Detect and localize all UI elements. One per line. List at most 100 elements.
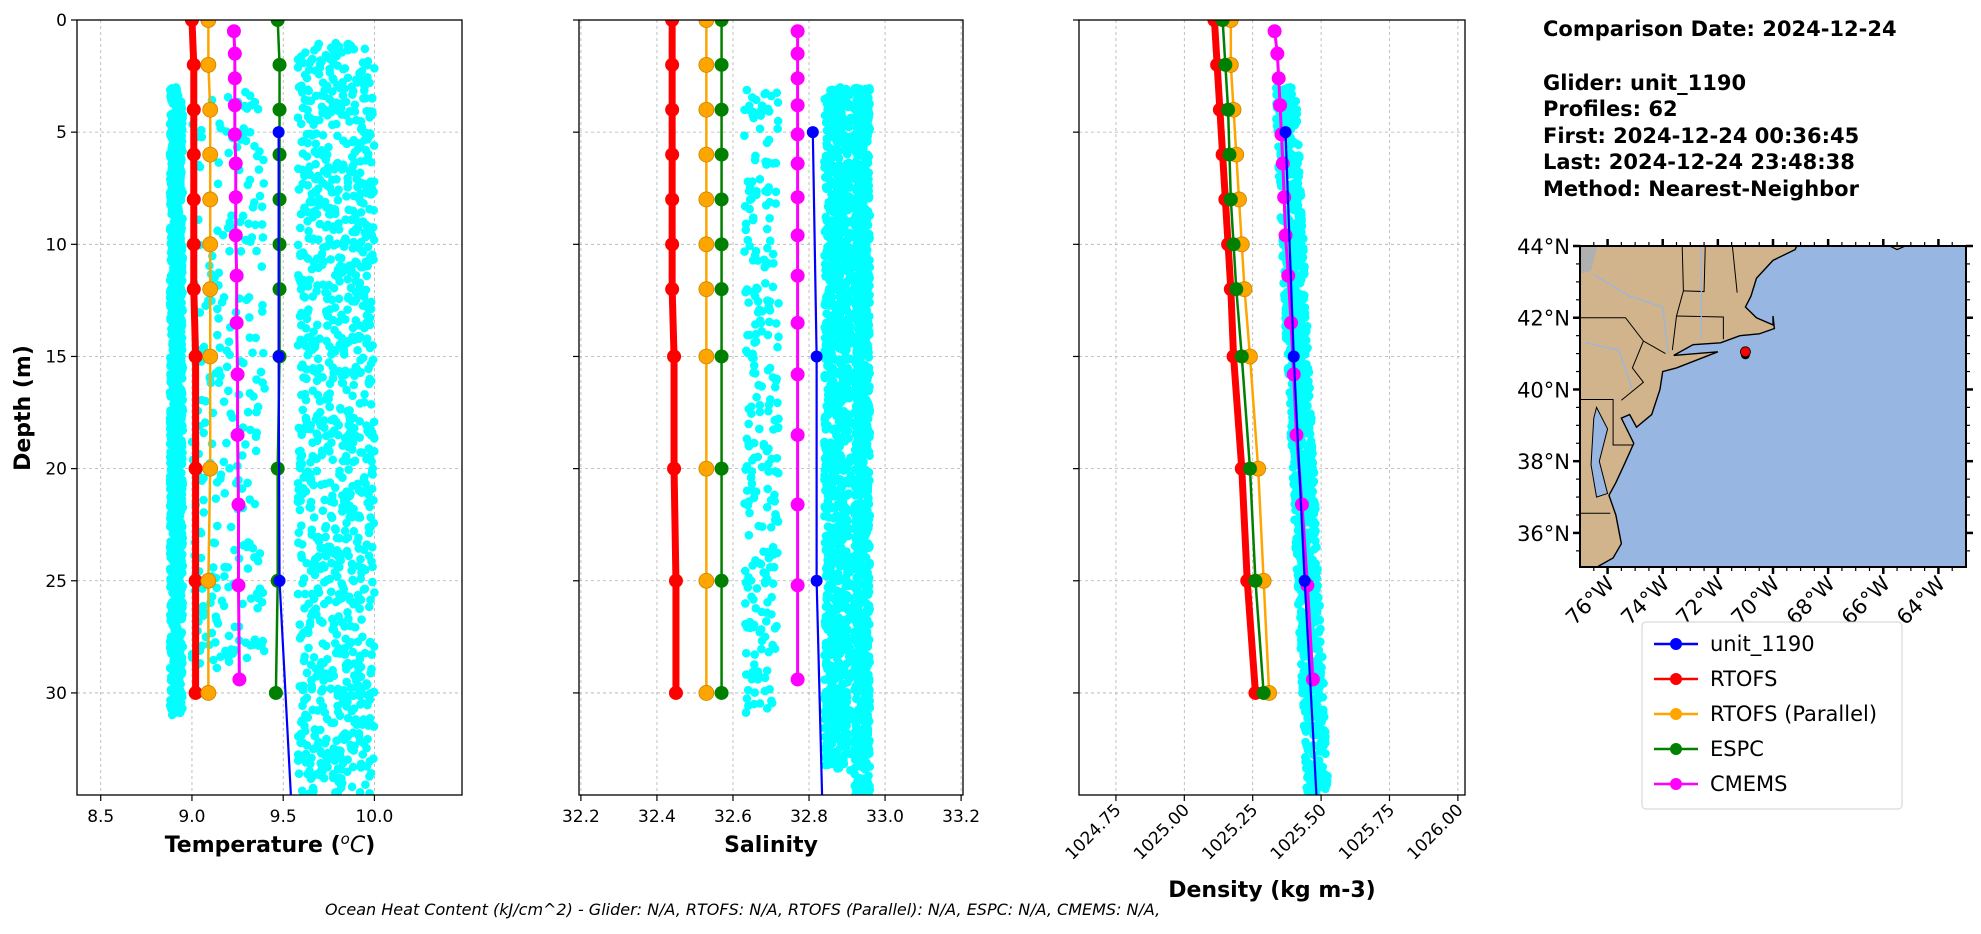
- glider-scatter-point: [304, 86, 314, 96]
- glider-scatter-point: [834, 252, 843, 262]
- glider-scatter-point: [300, 721, 309, 730]
- glider-scatter-point: [250, 553, 259, 562]
- glider-scatter-point: [306, 56, 316, 66]
- glider-scatter-point: [294, 185, 304, 194]
- glider-scatter-point: [369, 687, 378, 697]
- glider-scatter-point: [838, 345, 848, 355]
- glider-scatter-point: [821, 260, 831, 270]
- glider-scatter-point: [320, 85, 329, 95]
- glider-scatter-point: [350, 456, 360, 466]
- glider-scatter-point: [330, 204, 340, 214]
- glider-scatter-point: [215, 343, 225, 353]
- glider-scatter-point: [858, 308, 867, 318]
- glider-scatter-point: [350, 671, 360, 680]
- glider-scatter-point: [307, 189, 317, 199]
- glider-scatter-point: [361, 780, 370, 789]
- glider-scatter-point: [356, 574, 366, 584]
- glider-scatter-point: [197, 395, 206, 405]
- glider-scatter-point: [308, 292, 318, 301]
- glider-scatter-point: [855, 664, 864, 674]
- glider-scatter-point: [745, 241, 754, 251]
- glider-scatter-point: [839, 321, 849, 330]
- series-marker: [186, 237, 201, 252]
- glider-scatter-point: [839, 390, 849, 399]
- glider-scatter-point: [213, 330, 222, 340]
- glider-scatter-point: [344, 420, 354, 430]
- glider-scatter-point: [850, 297, 860, 306]
- glider-scatter-point: [362, 311, 372, 320]
- glider-scatter-point: [861, 229, 870, 239]
- glider-scatter-point: [365, 502, 374, 512]
- glider-scatter-point: [822, 511, 832, 520]
- glider-scatter-point: [167, 152, 176, 161]
- glider-scatter-point: [207, 296, 216, 306]
- glider-scatter-point: [166, 492, 176, 502]
- glider-scatter-point: [348, 391, 357, 401]
- glider-scatter-point: [313, 584, 323, 593]
- glider-scatter-point: [346, 683, 356, 693]
- glider-scatter-point: [741, 648, 751, 658]
- glider-scatter-point: [856, 754, 866, 763]
- glider-scatter-point: [832, 136, 841, 145]
- glider-scatter-point: [824, 487, 834, 496]
- glider-scatter-point: [297, 553, 307, 562]
- glider-scatter-point: [770, 467, 780, 476]
- glider-scatter-point: [307, 753, 316, 763]
- glider-scatter-point: [170, 248, 180, 258]
- glider-scatter-point: [241, 235, 250, 245]
- glider-scatter-point: [300, 603, 309, 613]
- glider-scatter-point: [861, 651, 871, 661]
- glider-scatter-point: [366, 376, 376, 386]
- glider-scatter-point: [821, 173, 831, 182]
- series-marker: [227, 46, 242, 61]
- glider-scatter-point: [296, 52, 306, 61]
- glider-scatter-point: [851, 278, 860, 288]
- glider-scatter-point: [321, 532, 330, 542]
- glider-scatter-point: [820, 420, 830, 429]
- glider-scatter-point: [329, 225, 338, 235]
- glider-scatter-point: [317, 768, 326, 778]
- glider-scatter-point: [748, 561, 757, 570]
- glider-scatter-point: [357, 488, 367, 497]
- glider-scatter-point: [346, 441, 355, 451]
- glider-scatter-point: [251, 432, 261, 442]
- glider-scatter-point: [861, 795, 870, 804]
- glider-scatter-point: [826, 558, 836, 568]
- glider-scatter-point: [166, 271, 176, 280]
- glider-scatter-point: [311, 415, 321, 424]
- glider-scatter-point: [860, 249, 870, 259]
- glider-scatter-point: [757, 607, 766, 617]
- glider-scatter-point: [828, 384, 837, 393]
- glider-scatter-point: [751, 151, 760, 161]
- glider-scatter-point: [312, 466, 322, 476]
- glider-scatter-point: [328, 455, 338, 465]
- glider-scatter-point: [741, 670, 751, 679]
- glider-scatter-point: [317, 687, 326, 696]
- glider-scatter-point: [755, 424, 764, 434]
- series-marker: [188, 349, 203, 364]
- glider-scatter-point: [864, 174, 873, 184]
- glider-scatter-point: [330, 164, 339, 174]
- glider-scatter-point: [829, 317, 839, 327]
- glider-scatter-point: [860, 794, 865, 795]
- glider-scatter-point: [249, 392, 258, 401]
- glider-scatter-point: [838, 524, 848, 534]
- glider-scatter-point: [348, 90, 357, 99]
- glider-scatter-point: [836, 459, 845, 469]
- glider-scatter-point: [300, 695, 309, 705]
- glider-scatter-point: [826, 628, 836, 638]
- glider-scatter-point: [353, 77, 362, 86]
- glider-scatter-point: [358, 217, 368, 226]
- glider-scatter-point: [300, 589, 310, 599]
- glider-scatter-point: [765, 236, 775, 246]
- glider-scatter-point: [174, 153, 184, 163]
- glider-scatter-point: [370, 588, 379, 597]
- glider-scatter-point: [764, 647, 774, 657]
- glider-scatter-point: [311, 139, 321, 149]
- glider-scatter-point: [311, 339, 320, 348]
- glider-scatter-point: [831, 110, 841, 120]
- glider-scatter-point: [821, 118, 831, 127]
- glider-scatter-point: [197, 132, 207, 142]
- series-marker: [230, 367, 245, 382]
- glider-scatter-point: [841, 183, 851, 192]
